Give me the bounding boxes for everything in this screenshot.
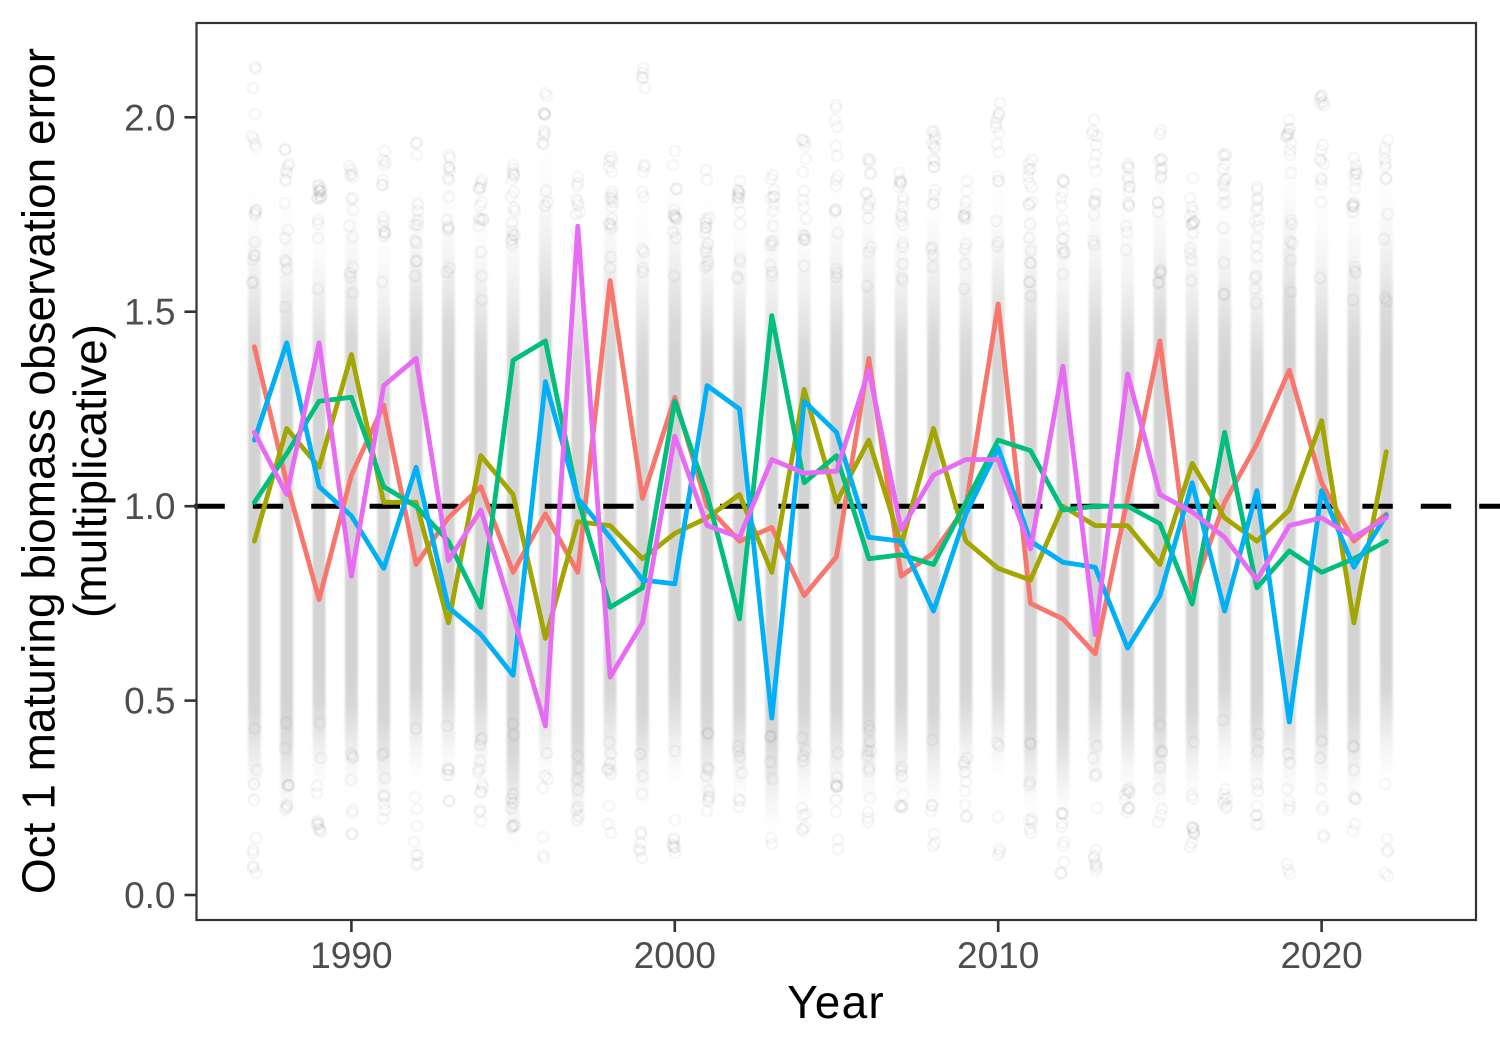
svg-text:0.0: 0.0 — [124, 875, 175, 916]
svg-text:2.0: 2.0 — [124, 97, 175, 138]
svg-text:1.0: 1.0 — [124, 486, 175, 527]
svg-text:1990: 1990 — [310, 935, 392, 976]
svg-text:(multiplicative): (multiplicative) — [64, 324, 116, 618]
svg-text:1.5: 1.5 — [124, 292, 175, 333]
svg-text:Year: Year — [787, 976, 885, 1028]
svg-text:2020: 2020 — [1280, 935, 1362, 976]
svg-text:2000: 2000 — [634, 935, 716, 976]
svg-text:0.5: 0.5 — [124, 681, 175, 722]
svg-text:Oct 1 maturing biomass observa: Oct 1 maturing biomass observation error — [13, 48, 65, 894]
svg-text:2010: 2010 — [957, 935, 1039, 976]
